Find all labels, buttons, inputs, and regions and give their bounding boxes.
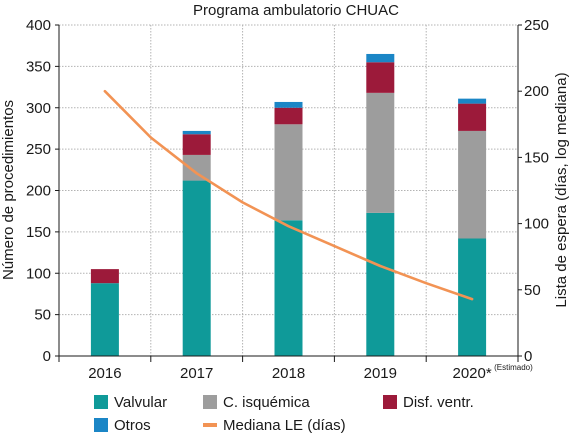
bar-valvular-2018 (274, 220, 303, 356)
y2-tick-label: 50 (524, 282, 541, 299)
bar-disf-ventr--2020 (458, 103, 487, 131)
axes: 0 50 100 150 200 250 300 350 400 0 50 100 150 200 250 2… (26, 17, 549, 382)
bar-c-isqu-mica-2020 (458, 130, 487, 239)
legend-label-valvular: Valvular (114, 394, 167, 411)
x-tick-label: 2020* (452, 365, 491, 382)
x-tick-note: (Estimado) (494, 363, 533, 372)
bar-otros-2020 (458, 98, 487, 104)
bar-c-isqu-mica-2019 (366, 92, 395, 213)
bar-disf-ventr--2019 (366, 62, 395, 93)
bar-valvular-2017 (182, 180, 211, 356)
y-tick-label: 250 (26, 141, 51, 158)
chart-title: Programa ambulatorio CHUAC (193, 2, 399, 19)
bar-valvular-2019 (366, 212, 395, 356)
bar-stacks (90, 53, 487, 356)
legend-label-mediana-le-d-as: Mediana LE (días) (223, 417, 346, 434)
legend-swatch-valvular (94, 395, 108, 409)
y2-tick-label: 200 (524, 83, 549, 100)
y2-tick-label: 0 (524, 348, 532, 365)
bar-disf-ventr--2018 (274, 107, 303, 125)
x-tick-label: 2017 (180, 365, 213, 382)
y-axis-title: Número de procedimientos (0, 100, 17, 280)
bar-c-isqu-mica-2017 (182, 154, 211, 181)
bar-disf-ventr--2016 (90, 269, 119, 284)
y-tick-label: 400 (26, 17, 51, 34)
x-tick-label: 2018 (272, 365, 305, 382)
legend-swatch-mediana-le-d-as (203, 423, 217, 427)
y-tick-label: 50 (34, 307, 51, 324)
legend-swatch-disf-ventr (383, 395, 397, 409)
bar-otros-2018 (274, 101, 303, 108)
x-tick-label: 2016 (88, 365, 121, 382)
bar-otros-2017 (182, 130, 211, 135)
y2-tick-label: 100 (524, 216, 549, 233)
bar-valvular-2020 (458, 238, 487, 356)
y-tick-label: 100 (26, 265, 51, 282)
median-wait-line (103, 89, 474, 301)
median-wait-polyline (103, 89, 474, 301)
bar-valvular-2016 (90, 283, 119, 356)
bar-disf-ventr--2017 (182, 134, 211, 155)
x-tick-label: 2019 (364, 365, 397, 382)
legend-label-otros: Otros (114, 417, 151, 434)
bar-otros-2019 (366, 53, 395, 63)
y2-tick-label: 150 (524, 149, 549, 166)
y-tick-label: 350 (26, 58, 51, 75)
legend: Valvular C. isquémica Disf. ventr. Otros Med… (94, 394, 474, 434)
legend-label-disf-ventr: Disf. ventr. (403, 394, 474, 411)
y2-axis-title: Lista de espera (días, log mediana) (553, 72, 570, 307)
y-tick-label: 300 (26, 100, 51, 117)
legend-label-c-isqu-mica: C. isquémica (223, 394, 310, 411)
legend-swatch-otros (94, 418, 108, 432)
bar-c-isqu-mica-2018 (274, 124, 303, 221)
y2-tick-label: 250 (524, 17, 549, 34)
legend-swatch-c-isqu-mica (203, 395, 217, 409)
y-tick-label: 0 (43, 348, 51, 365)
y-tick-label: 200 (26, 183, 51, 200)
y-tick-label: 150 (26, 224, 51, 241)
